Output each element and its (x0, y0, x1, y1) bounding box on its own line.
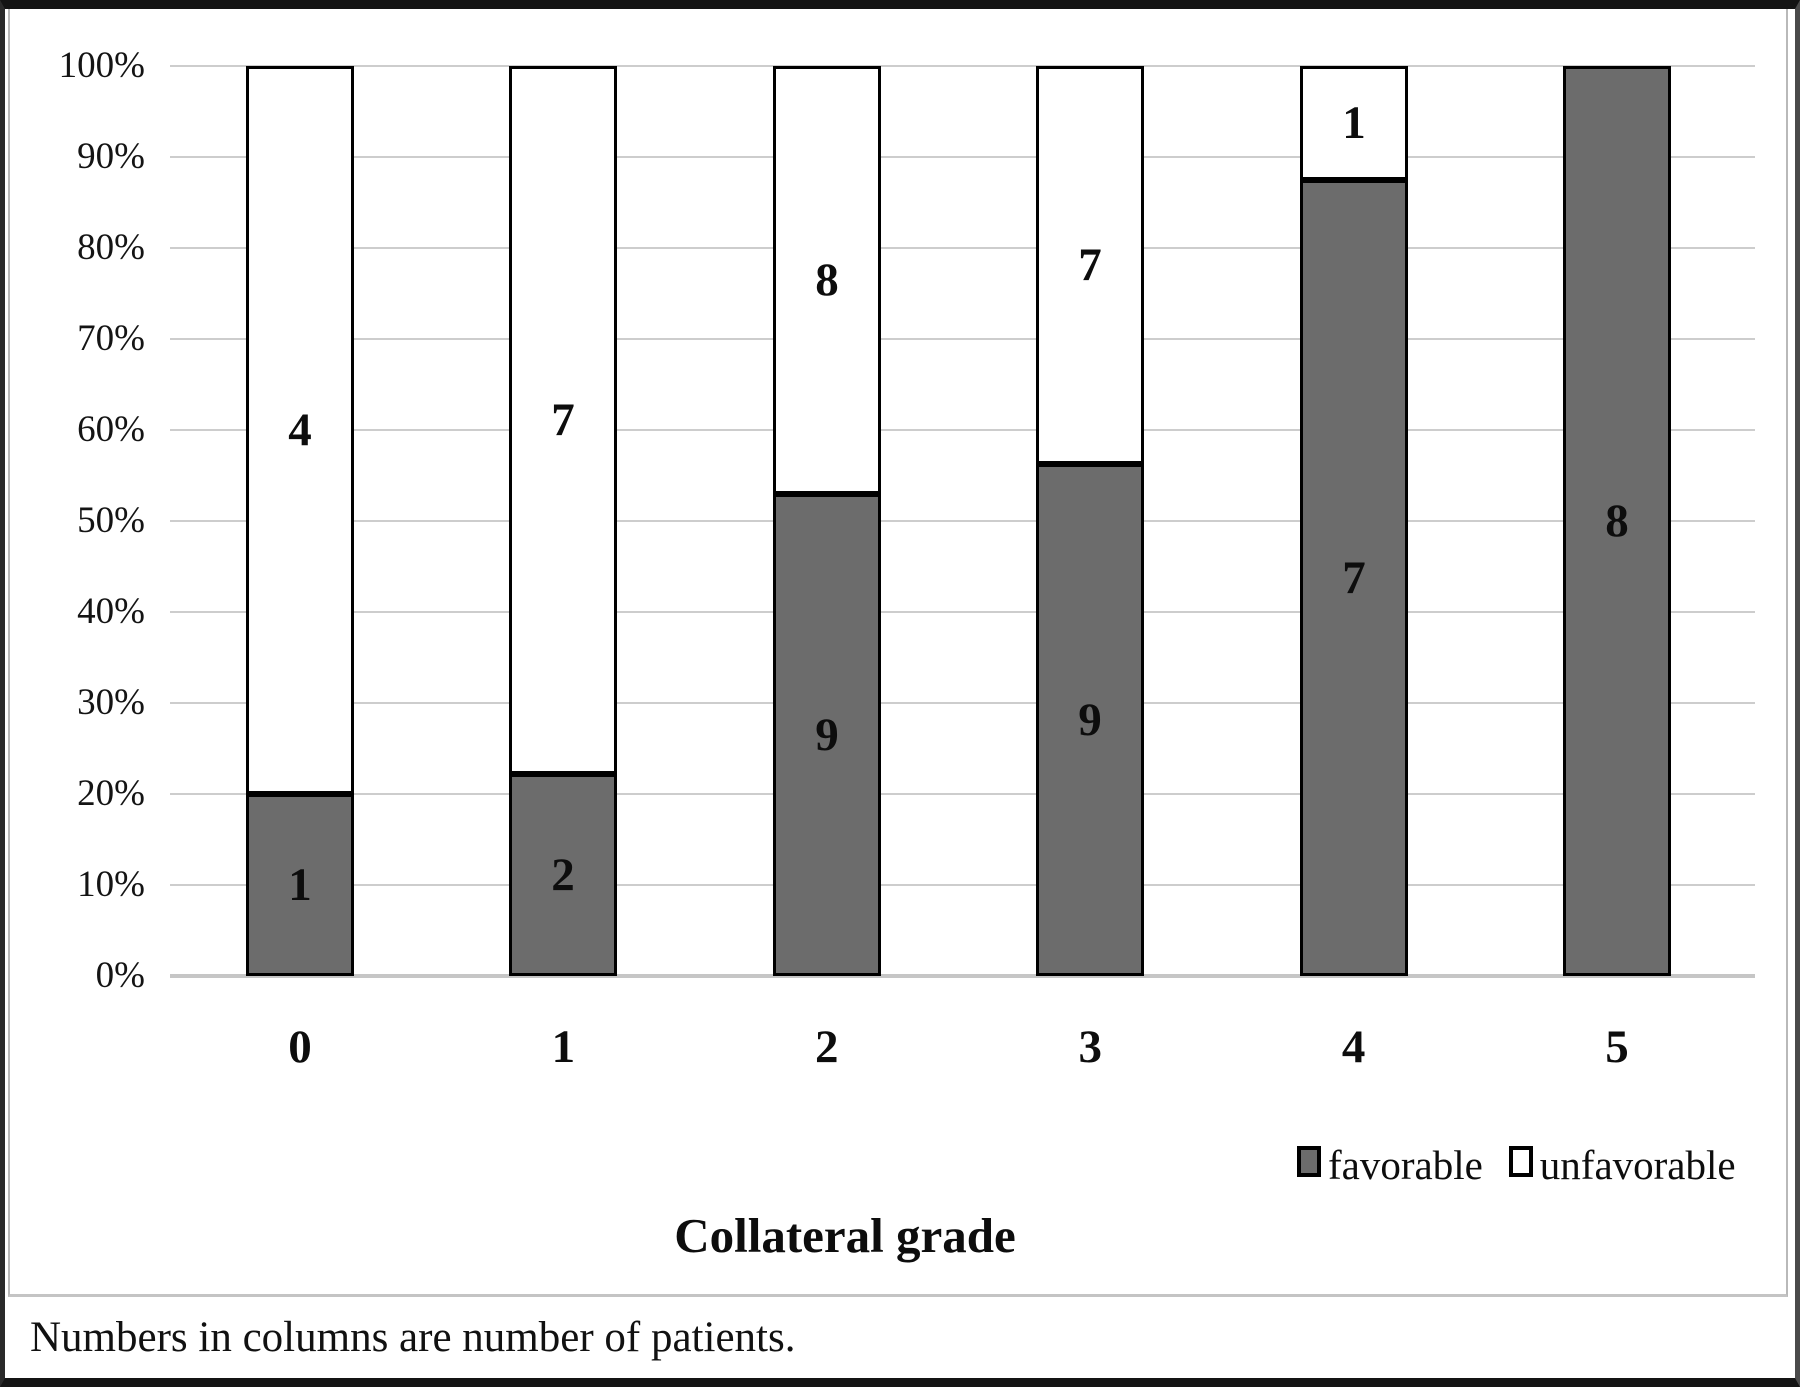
y-axis-label-60%: 60% (77, 409, 145, 450)
bar-segment-favorable-grade-3 (1036, 464, 1144, 976)
gridline-80% (170, 247, 1755, 249)
x-axis-label-3: 3 (1078, 1021, 1102, 1073)
bar-value-favorable-grade-1: 2 (551, 848, 575, 901)
x-axis-label-2: 2 (815, 1021, 839, 1073)
chart-area: 0% 10% 20% 30% 40% 50% 60% 70% 80% 90% 100% 1 4 2 7 9 8… (8, 9, 1788, 1297)
y-axis-label-20%: 20% (77, 773, 145, 814)
y-axis-label-40%: 40% (77, 591, 145, 632)
bar-value-unfavorable-grade-2: 8 (815, 254, 839, 307)
y-axis-label-50%: 50% (77, 500, 145, 541)
bar-value-favorable-grade-2: 9 (815, 709, 839, 762)
gridline-30% (170, 702, 1755, 704)
bar-segment-unfavorable-grade-0 (246, 66, 354, 794)
gridline-20% (170, 793, 1755, 795)
gridline-40% (170, 611, 1755, 613)
favorable-swatch-icon (1297, 1146, 1321, 1177)
bar-value-favorable-grade-0: 1 (288, 859, 312, 911)
legend-item-unfavorable: unfavorable (1508, 1142, 1736, 1188)
bar-segment-unfavorable-grade-1 (509, 66, 617, 774)
legend-label-unfavorable: unfavorable (1539, 1142, 1736, 1188)
bar-segment-favorable-grade-4 (1300, 179, 1408, 976)
bar-segment-favorable-grade-0 (246, 794, 354, 976)
bar-segment-favorable-grade-5 (1563, 66, 1671, 976)
bar-value-favorable-grade-5: 8 (1605, 495, 1629, 547)
bar-value-unfavorable-grade-4: 1 (1342, 96, 1366, 149)
y-axis-label-0%: 0% (95, 955, 145, 996)
gridline-100% (170, 65, 1755, 67)
x-axis-label-1: 1 (551, 1021, 576, 1073)
bar-value-unfavorable-grade-3: 7 (1078, 239, 1102, 292)
y-axis-label-70%: 70% (77, 318, 145, 359)
unfavorable-swatch-icon (1508, 1146, 1533, 1177)
y-axis-label-80%: 80% (77, 227, 145, 268)
x-axis-label-5: 5 (1605, 1021, 1629, 1073)
bar-segment-unfavorable-grade-4 (1300, 66, 1408, 180)
bar-segment-unfavorable-grade-3 (1036, 66, 1144, 465)
bar-segment-unfavorable-grade-2 (773, 66, 881, 495)
gridline-90% (170, 156, 1755, 158)
gridline-60% (170, 429, 1755, 431)
bar-value-favorable-grade-3: 9 (1078, 694, 1102, 747)
x-axis-label-0: 0 (288, 1021, 312, 1073)
legend-label-favorable: favorable (1328, 1142, 1483, 1188)
x-axis-title: Collateral grade (674, 1208, 1016, 1263)
bar-value-favorable-grade-4: 7 (1342, 551, 1366, 604)
gridline-70% (170, 338, 1755, 340)
bar-segment-favorable-grade-2 (773, 494, 881, 976)
y-axis-label-100%: 100% (58, 45, 145, 86)
gridline-10% (170, 884, 1755, 886)
legend: favorable unfavorable (1297, 1143, 1736, 1187)
legend-item-favorable: favorable (1297, 1143, 1483, 1187)
y-axis-label-90%: 90% (77, 136, 145, 177)
bar-value-unfavorable-grade-0: 4 (288, 404, 312, 456)
y-axis-label-30%: 30% (77, 682, 145, 723)
x-axis-label-4: 4 (1341, 1021, 1366, 1073)
bar-value-unfavorable-grade-1: 7 (551, 393, 575, 446)
gridline-50% (170, 520, 1755, 522)
gridline-0% (170, 974, 1755, 978)
y-axis-label-10%: 10% (77, 864, 145, 905)
footnote: Numbers in columns are number of patient… (30, 1314, 796, 1361)
bar-segment-favorable-grade-1 (509, 773, 617, 976)
